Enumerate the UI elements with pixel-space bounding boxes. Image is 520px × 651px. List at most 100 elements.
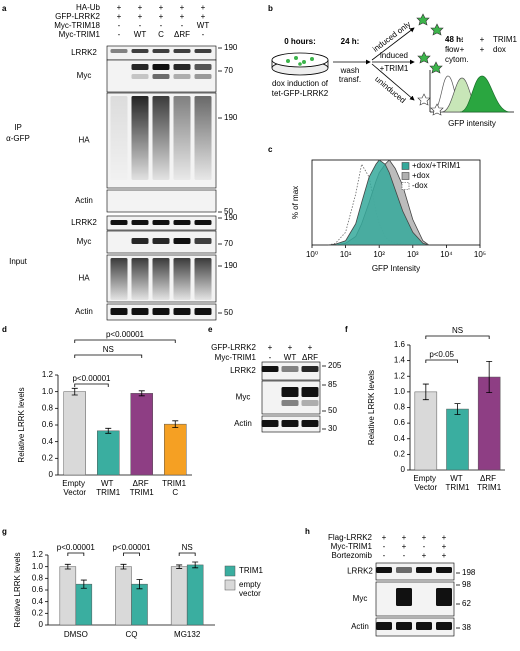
x-tick-label: 10¹	[340, 250, 352, 259]
workflow-diagram: 0 hours: dox induction of tet-GFP-LRRK2 …	[271, 20, 514, 128]
y-tick-label: 0	[39, 620, 44, 629]
blot-band	[131, 258, 149, 300]
row-label: LRRK2	[347, 567, 373, 576]
x-tick-label-line: Empty	[413, 474, 438, 483]
x-tick-label-line: TRIM1	[162, 479, 188, 488]
x-tick-label-line: TRIM1	[130, 488, 155, 497]
blot-band	[152, 220, 170, 225]
lane-sign: +	[422, 533, 427, 542]
error-bar	[192, 561, 199, 569]
lane-sign: -	[139, 21, 142, 30]
blot-band	[131, 220, 149, 225]
blot-band	[281, 400, 299, 406]
y-tick-label: 0.2	[42, 453, 54, 462]
lane-sign: -	[160, 21, 163, 30]
condition-label: Myc-TRIM1	[59, 30, 101, 39]
legend-label: empty vector	[239, 580, 263, 598]
panel-letter: c	[268, 145, 273, 154]
condition-label: GFP-LRRK2	[211, 343, 256, 352]
y-tick-label: 1.0	[32, 562, 44, 571]
condition-label: HA-Ub	[76, 3, 101, 12]
marker-label: 198	[462, 568, 476, 577]
arrow	[371, 27, 415, 61]
y-tick-label: 1.6	[394, 340, 406, 349]
y-tick-label: 0.2	[394, 449, 406, 458]
lane-sign: -	[423, 542, 426, 551]
y-tick-label: 0.6	[32, 585, 44, 594]
significance-label: p<0.00001	[112, 543, 151, 552]
blot-band	[301, 387, 319, 397]
x-tick-label: 10⁴	[440, 250, 453, 259]
x-tick-label-line: Empty	[62, 479, 87, 488]
blot-band	[152, 64, 170, 70]
marker-label: 98	[462, 580, 471, 589]
x-tick-label-line: WT	[450, 474, 465, 483]
legend-swatch	[401, 162, 410, 170]
y-tick-label: 0	[401, 465, 406, 474]
legend-label: +dox	[412, 171, 430, 180]
x-tick-label-line: ΔRF	[133, 479, 151, 488]
blot-band	[376, 622, 392, 630]
significance-label: p<0.00001	[106, 330, 145, 339]
row-label: Actin	[75, 307, 93, 316]
x-tick-label: WT TRIM1	[446, 474, 471, 492]
significance-label: p<0.05	[429, 350, 454, 359]
significance-bracket	[425, 359, 458, 363]
blot-band	[152, 308, 170, 315]
y-tick-label: 0.6	[42, 420, 54, 429]
error-bar	[422, 383, 429, 401]
error-bar	[105, 427, 112, 434]
blot-band	[396, 588, 412, 606]
lane-sign: +	[422, 551, 427, 560]
blot-band	[173, 64, 191, 70]
x-tick-label: Empty Vector	[62, 479, 87, 497]
blot-band	[301, 400, 319, 406]
blot-frame	[261, 380, 321, 415]
condition-label: GFP-LRRK2	[55, 12, 100, 21]
readout-label: flow	[445, 45, 459, 54]
condition-sign: +	[460, 45, 465, 54]
bar	[97, 430, 120, 476]
y-tick-label: 0.4	[42, 437, 54, 446]
lane-sign: +	[201, 3, 206, 12]
blot-band	[131, 64, 149, 70]
x-tick-label: 10⁰	[306, 250, 318, 259]
branch-label: induced	[380, 51, 408, 60]
y-tick-label: 1.0	[394, 387, 406, 396]
section-label: α-GFP	[6, 134, 30, 143]
blot-band	[416, 622, 432, 630]
x-tick-label: TRIM1 C	[162, 479, 188, 497]
time-point: 0 hours:	[284, 37, 316, 46]
marker-label: 50	[328, 406, 337, 415]
lane-sign: -	[118, 21, 121, 30]
error-bar	[64, 563, 71, 570]
significance-bracket	[67, 552, 85, 556]
row-label: Myc	[353, 594, 368, 603]
x-tick-label: Empty Vector	[413, 474, 438, 492]
blot-band	[281, 387, 299, 397]
blot-band	[152, 258, 170, 300]
condition-sign: +	[480, 45, 485, 54]
x-tick-label: WT TRIM1	[96, 479, 121, 497]
marker-label: 38	[462, 623, 471, 632]
row-label: Myc	[77, 71, 92, 80]
significance-label: NS	[182, 543, 193, 552]
y-tick-label: 0.8	[42, 403, 54, 412]
cell-icon	[430, 23, 444, 36]
lane-sign: +	[268, 343, 273, 352]
lane-sign: ΔRF	[302, 353, 318, 362]
lane-sign: -	[118, 30, 121, 39]
blot-band	[436, 567, 452, 573]
condition-label: Myc-TRIM18	[54, 21, 100, 30]
blot-band	[152, 96, 170, 180]
blot-band	[152, 49, 170, 53]
bar	[130, 393, 153, 476]
condition-label: Myc-TRIM1	[331, 542, 373, 551]
row-label: HA	[78, 274, 90, 283]
blot-band	[110, 308, 128, 315]
row-label: Myc	[77, 237, 92, 246]
marker-label: 190	[224, 43, 238, 52]
blot-band	[281, 366, 299, 372]
x-tick-label: ΔRF TRIM1	[130, 479, 155, 497]
blot-band	[173, 96, 191, 180]
